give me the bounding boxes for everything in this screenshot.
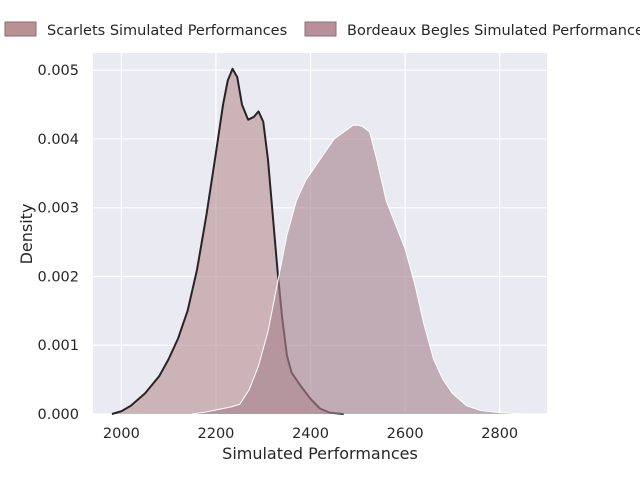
legend-swatch-scarlets (4, 21, 37, 37)
y-tick-label-1: 0.001 (37, 338, 79, 354)
y-tick-label-4: 0.004 (37, 132, 79, 148)
legend-swatch-bordeaux-begles (304, 21, 337, 37)
series-line-1 (192, 124, 524, 415)
series-area-1 (192, 125, 524, 414)
x-tick-label-2: 2400 (292, 426, 329, 442)
legend: Scarlets Simulated Performances Bordeaux… (4, 21, 640, 39)
series-area-0 (111, 68, 344, 414)
x-tick-label-0: 2000 (103, 426, 140, 442)
y-tick-label-0: 0.000 (37, 407, 79, 423)
legend-label-bordeaux-begles: Bordeaux Begles Simulated Performances (347, 23, 640, 39)
legend-label-scarlets: Scarlets Simulated Performances (47, 23, 287, 39)
x-tick-label-4: 2800 (481, 426, 518, 442)
x-tick-label-3: 2600 (387, 426, 424, 442)
y-tick-label-3: 0.003 (37, 201, 79, 217)
y-axis-label: Density (17, 204, 36, 265)
y-tick-label-2: 0.002 (37, 269, 79, 285)
series-layer (111, 67, 524, 415)
x-axis-label: Simulated Performances (222, 444, 418, 463)
x-axis-ticks: 2000 2200 2400 2600 2800 (103, 426, 518, 442)
x-tick-label-1: 2200 (198, 426, 235, 442)
y-tick-label-5: 0.005 (37, 63, 79, 79)
y-axis-ticks: 0.000 0.001 0.002 0.003 0.004 0.005 (37, 63, 79, 423)
